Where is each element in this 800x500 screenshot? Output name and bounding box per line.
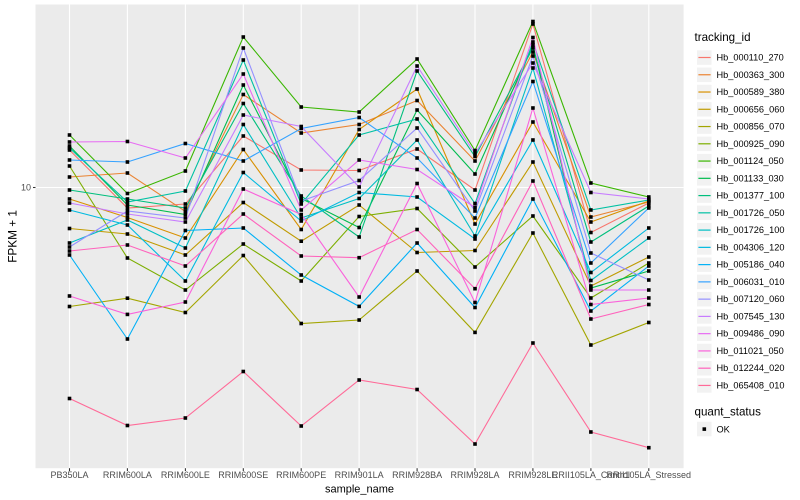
svg-text:Hb_000589_380: Hb_000589_380 — [717, 87, 785, 97]
svg-text:Hb_001726_100: Hb_001726_100 — [717, 225, 785, 235]
svg-text:RRIM928BA: RRIM928BA — [392, 470, 442, 480]
svg-text:RRII105LA_Control: RRII105LA_Control — [552, 470, 630, 480]
svg-text:Hb_007120_060: Hb_007120_060 — [717, 294, 785, 304]
svg-text:Hb_000110_270: Hb_000110_270 — [717, 53, 784, 63]
svg-text:Hb_009486_090: Hb_009486_090 — [717, 329, 785, 339]
svg-text:RRIM600PE: RRIM600PE — [276, 470, 326, 480]
svg-text:Hb_000363_300: Hb_000363_300 — [717, 70, 785, 80]
svg-text:Hb_000656_060: Hb_000656_060 — [717, 104, 785, 114]
svg-text:Hb_011021_050: Hb_011021_050 — [717, 346, 784, 356]
svg-text:RRIM600LA: RRIM600LA — [103, 470, 152, 480]
svg-text:OK: OK — [717, 424, 731, 434]
svg-text:RRIM928LA: RRIM928LA — [450, 470, 499, 480]
svg-text:Hb_001726_050: Hb_001726_050 — [717, 208, 785, 218]
svg-text:Hb_065408_010: Hb_065408_010 — [717, 380, 785, 390]
svg-text:RRIM600LE: RRIM600LE — [161, 470, 210, 480]
svg-text:10: 10 — [21, 183, 31, 193]
svg-text:tracking_id: tracking_id — [695, 31, 751, 44]
svg-text:Hb_012244_020: Hb_012244_020 — [717, 363, 785, 373]
svg-text:sample_name: sample_name — [325, 484, 394, 496]
svg-text:Hb_005186_040: Hb_005186_040 — [717, 260, 785, 270]
svg-text:Hb_006031_010: Hb_006031_010 — [717, 277, 785, 287]
svg-text:Hb_001133_030: Hb_001133_030 — [717, 173, 784, 183]
svg-text:Hb_007545_130: Hb_007545_130 — [717, 311, 785, 321]
svg-text:RRII105LA_Stressed: RRII105LA_Stressed — [607, 470, 692, 480]
svg-text:PB350LA: PB350LA — [50, 470, 88, 480]
svg-text:Hb_001124_050: Hb_001124_050 — [717, 156, 784, 166]
svg-text:FPKM + 1: FPKM + 1 — [5, 210, 19, 263]
svg-text:Hb_000856_070: Hb_000856_070 — [717, 122, 785, 132]
svg-text:quant_status: quant_status — [695, 405, 762, 418]
svg-text:RRIM901LA: RRIM901LA — [335, 470, 384, 480]
svg-text:Hb_001377_100: Hb_001377_100 — [717, 191, 785, 201]
svg-text:RRIM600SE: RRIM600SE — [218, 470, 268, 480]
svg-text:Hb_000925_090: Hb_000925_090 — [717, 139, 785, 149]
svg-text:RRIM928LE: RRIM928LE — [508, 470, 557, 480]
svg-text:Hb_004306_120: Hb_004306_120 — [717, 242, 785, 252]
